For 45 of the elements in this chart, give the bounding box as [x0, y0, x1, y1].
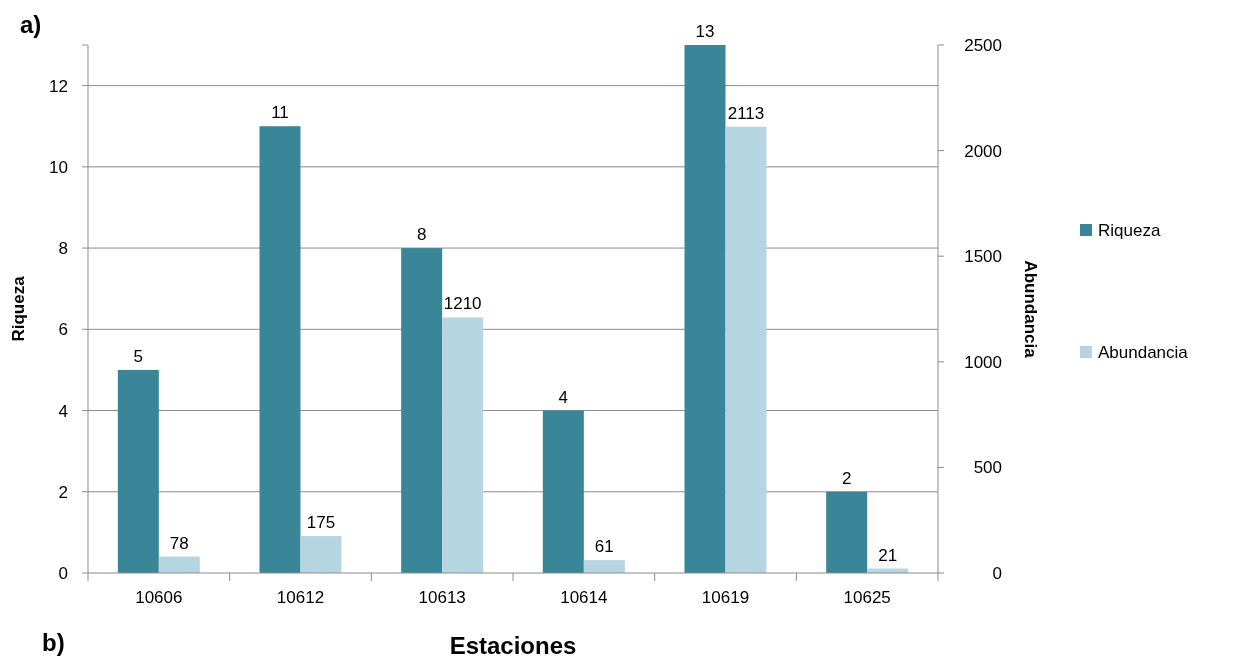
- y-tick-label: 2: [58, 482, 68, 502]
- bar: [117, 369, 159, 573]
- y-tick-label: 10: [49, 157, 68, 177]
- x-tick-label: 10606: [135, 588, 183, 607]
- y2-axis-title: Abundancia: [1021, 260, 1040, 359]
- data-label: 11: [271, 103, 289, 123]
- bar: [826, 491, 868, 573]
- y2-tick-label: 500: [973, 458, 1002, 478]
- y-tick-label: 12: [49, 76, 68, 96]
- x-tick-label: 10614: [560, 588, 608, 607]
- y2-tick-label: 2000: [964, 141, 1002, 161]
- y-tick-label: 0: [58, 564, 68, 583]
- y2-tick-label: 1000: [964, 352, 1002, 372]
- legend-label: Abundancia: [1098, 343, 1189, 362]
- y2-tick-label: 0: [992, 564, 1002, 583]
- data-label: 1210: [443, 294, 482, 314]
- y2-tick-label: 1500: [964, 247, 1002, 267]
- x-tick-label: 10625: [843, 588, 891, 607]
- y-tick-label: 4: [58, 401, 68, 421]
- bar: [300, 536, 342, 573]
- bar: [259, 126, 301, 573]
- data-label: 2113: [727, 103, 765, 123]
- legend-label: Riqueza: [1098, 221, 1161, 240]
- data-label: 2: [841, 468, 852, 488]
- data-label: 61: [594, 537, 614, 557]
- data-label: 13: [695, 22, 715, 41]
- y2-tick-label: 2500: [964, 36, 1002, 55]
- y-tick-label: 6: [58, 320, 68, 340]
- data-label: 78: [169, 533, 189, 553]
- bar: [158, 556, 200, 573]
- y-tick-label: 8: [58, 239, 68, 259]
- x-axis-title: Estaciones: [449, 632, 577, 659]
- data-label: 5: [133, 346, 144, 366]
- y-axis-title: Riqueza: [9, 275, 28, 342]
- data-label: 8: [416, 225, 427, 245]
- text: a): [20, 11, 42, 38]
- text: b): [42, 629, 65, 656]
- data-label: 4: [558, 387, 569, 407]
- x-tick-label: 10619: [701, 588, 750, 607]
- x-tick-label: 10612: [276, 588, 325, 607]
- data-label: 175: [306, 513, 336, 533]
- bar: [583, 560, 625, 573]
- bar: [542, 410, 584, 573]
- x-tick-label: 10613: [418, 588, 466, 607]
- data-label: 21: [878, 545, 898, 565]
